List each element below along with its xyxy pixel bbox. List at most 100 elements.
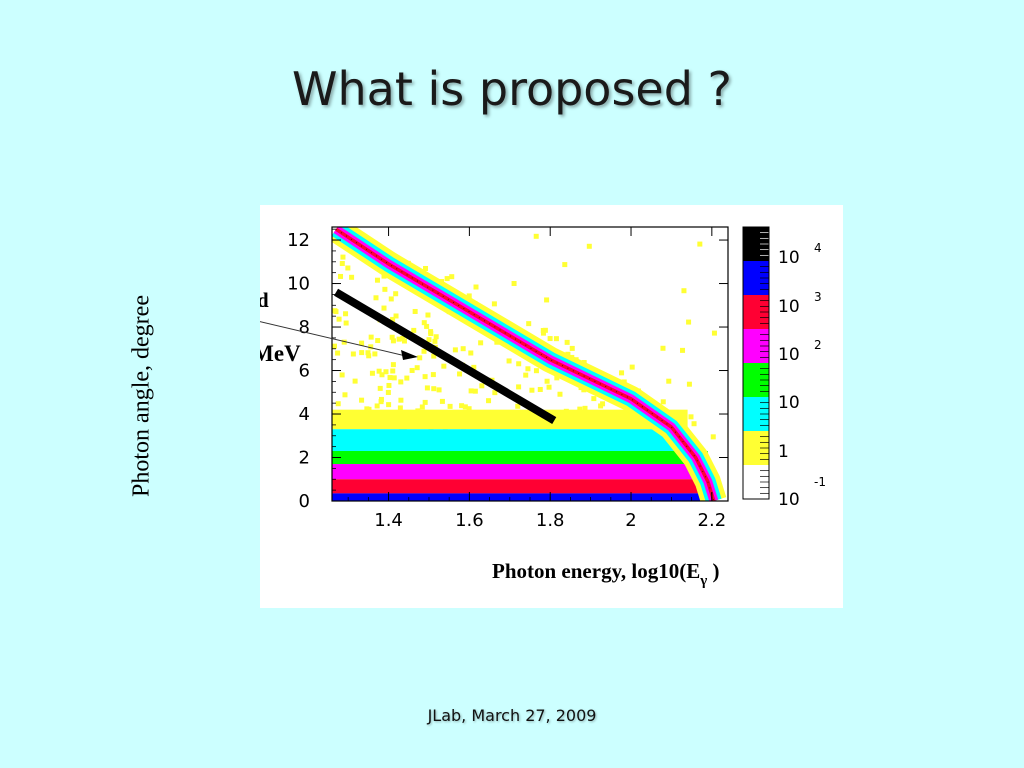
background-cell bbox=[377, 385, 383, 391]
background-cell bbox=[339, 260, 345, 266]
background-cell bbox=[515, 403, 521, 409]
background-cell bbox=[383, 369, 389, 375]
background-cell bbox=[564, 339, 570, 345]
y-tick-label: 8 bbox=[299, 317, 310, 338]
background-cell bbox=[359, 350, 365, 356]
colorbar-label: 10 4 bbox=[778, 241, 822, 268]
background-cell bbox=[492, 390, 498, 396]
background-cell bbox=[462, 404, 468, 410]
background-cell bbox=[428, 331, 434, 337]
y-tick-label: 4 bbox=[299, 404, 310, 425]
annotations: U−band MU= 10 MeV bbox=[260, 288, 418, 373]
background-cell bbox=[341, 339, 347, 345]
background-cell bbox=[660, 345, 666, 351]
background-cell bbox=[533, 368, 539, 374]
background-cell bbox=[369, 370, 375, 376]
background-cell bbox=[386, 382, 392, 388]
background-cell bbox=[421, 320, 427, 326]
background-cell bbox=[342, 392, 348, 398]
background-cell bbox=[516, 361, 522, 367]
colorbar-label: 10-1 bbox=[778, 475, 826, 510]
background-cell bbox=[417, 355, 423, 361]
band-ff00ff bbox=[332, 464, 708, 480]
background-cell bbox=[439, 398, 445, 404]
background-cell bbox=[444, 276, 450, 282]
background-cell bbox=[352, 378, 358, 384]
background-cell bbox=[681, 288, 687, 294]
background-cell bbox=[375, 338, 381, 344]
band-ff0033 bbox=[332, 479, 708, 494]
background-cell bbox=[544, 297, 550, 303]
background-cell bbox=[554, 375, 560, 381]
plot-area bbox=[332, 227, 728, 501]
background-cell bbox=[359, 397, 365, 403]
background-cell bbox=[432, 338, 438, 344]
background-cell bbox=[424, 385, 430, 391]
background-cell bbox=[422, 374, 428, 380]
background-cell bbox=[449, 274, 455, 280]
background-cell bbox=[374, 403, 380, 409]
background-cell bbox=[537, 386, 543, 392]
background-cell bbox=[425, 312, 431, 318]
background-cell bbox=[666, 378, 672, 384]
background-cell bbox=[335, 401, 341, 407]
background-cell bbox=[691, 421, 697, 427]
background-cell bbox=[688, 414, 694, 420]
u-band-arrow-line bbox=[260, 321, 411, 358]
background-cell bbox=[349, 274, 355, 280]
colorbar-frame bbox=[742, 226, 770, 500]
background-cell bbox=[379, 372, 385, 378]
background-cell bbox=[525, 366, 531, 372]
background-cell bbox=[511, 280, 517, 286]
background-cell bbox=[591, 396, 597, 402]
background-cell bbox=[466, 406, 472, 412]
background-cell bbox=[335, 350, 341, 356]
background-cell bbox=[414, 365, 420, 371]
background-cell bbox=[332, 343, 338, 349]
background-cell bbox=[430, 372, 436, 378]
background-cell bbox=[382, 286, 388, 292]
mass-label: MU= 10 MeV bbox=[260, 341, 301, 373]
background-cell bbox=[582, 405, 588, 411]
background-cell bbox=[336, 316, 342, 322]
background-cell bbox=[424, 323, 430, 329]
background-cell bbox=[711, 330, 717, 336]
background-cell bbox=[629, 364, 635, 370]
background-cell bbox=[431, 353, 437, 359]
colorbar-label: 1 bbox=[778, 442, 789, 462]
background-cell bbox=[460, 346, 466, 352]
x-tick-label: 1.6 bbox=[455, 510, 484, 531]
background-cell bbox=[526, 321, 532, 327]
x-tick-label: 1.4 bbox=[374, 510, 403, 531]
background-cell bbox=[660, 399, 666, 405]
background-cell bbox=[468, 388, 474, 394]
background-cell bbox=[374, 277, 380, 283]
background-cell bbox=[562, 262, 568, 268]
background-cell bbox=[506, 358, 512, 364]
background-cell bbox=[680, 347, 686, 353]
background-cell bbox=[340, 254, 346, 260]
background-cell bbox=[421, 348, 427, 354]
background-cell bbox=[397, 405, 403, 411]
x-axis-title: Photon energy, log10(Eγ ) bbox=[492, 559, 720, 589]
y-tick-label: 2 bbox=[299, 448, 310, 469]
y-tick-label: 10 bbox=[287, 274, 310, 295]
background-cell bbox=[389, 334, 395, 340]
background-cell bbox=[516, 384, 522, 390]
background-cell bbox=[491, 301, 497, 307]
background-cell bbox=[387, 375, 393, 381]
background-cell bbox=[533, 233, 539, 239]
background-cell bbox=[378, 396, 384, 402]
background-cell bbox=[569, 345, 575, 351]
background-cell bbox=[376, 368, 382, 374]
background-cell bbox=[343, 311, 349, 317]
background-cell bbox=[364, 406, 370, 412]
background-cell bbox=[390, 316, 396, 322]
band-00ff00 bbox=[332, 450, 708, 465]
background-cell bbox=[366, 353, 372, 359]
background-cell bbox=[390, 338, 396, 344]
colorbar-label: 10 3 bbox=[778, 290, 822, 317]
background-cell bbox=[422, 399, 428, 405]
background-cell bbox=[459, 403, 465, 409]
background-cell bbox=[710, 434, 716, 440]
